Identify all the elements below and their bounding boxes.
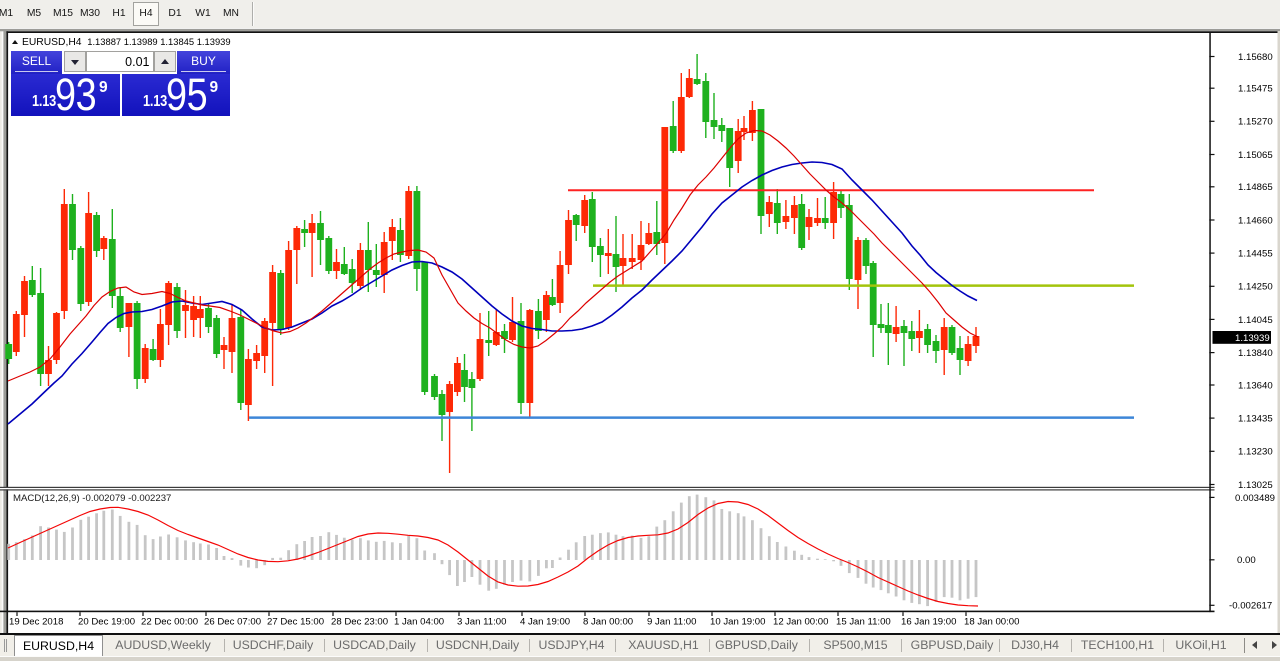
svg-text:1.15680: 1.15680: [1238, 52, 1273, 63]
svg-text:1.13640: 1.13640: [1238, 380, 1273, 391]
svg-text:0.00: 0.00: [1237, 555, 1256, 566]
svg-text:28 Dec 23:00: 28 Dec 23:00: [331, 617, 388, 628]
svg-text:0.003489: 0.003489: [1235, 493, 1275, 504]
svg-text:1.15270: 1.15270: [1238, 117, 1273, 128]
svg-text:18 Jan 00:00: 18 Jan 00:00: [964, 617, 1019, 628]
svg-text:1.14045: 1.14045: [1238, 315, 1273, 326]
svg-text:-0.002617: -0.002617: [1229, 601, 1272, 612]
svg-text:3 Jan 11:00: 3 Jan 11:00: [457, 617, 506, 628]
svg-text:1.13230: 1.13230: [1238, 447, 1273, 458]
svg-text:1.13025: 1.13025: [1238, 480, 1273, 491]
svg-text:1.13840: 1.13840: [1238, 348, 1273, 359]
svg-text:12 Jan 00:00: 12 Jan 00:00: [773, 617, 828, 628]
svg-text:1.15065: 1.15065: [1238, 150, 1273, 161]
svg-text:1.13939: 1.13939: [1235, 333, 1270, 344]
svg-text:27 Dec 15:00: 27 Dec 15:00: [267, 617, 324, 628]
svg-text:16 Jan 19:00: 16 Jan 19:00: [901, 617, 956, 628]
svg-text:20 Dec 19:00: 20 Dec 19:00: [78, 617, 135, 628]
svg-text:1.14865: 1.14865: [1238, 182, 1273, 193]
svg-text:1.14250: 1.14250: [1238, 282, 1273, 293]
svg-text:19 Dec 2018: 19 Dec 2018: [9, 617, 63, 628]
svg-text:MACD(12,26,9) -0.002079 -0.002: MACD(12,26,9) -0.002079 -0.002237: [13, 493, 171, 504]
svg-text:4 Jan 19:00: 4 Jan 19:00: [520, 617, 570, 628]
svg-text:10 Jan 19:00: 10 Jan 19:00: [710, 617, 765, 628]
svg-text:1.13435: 1.13435: [1238, 414, 1273, 425]
svg-text:1.14455: 1.14455: [1238, 249, 1273, 260]
svg-text:9 Jan 11:00: 9 Jan 11:00: [647, 617, 696, 628]
svg-text:1.15475: 1.15475: [1238, 84, 1273, 95]
svg-text:1.14660: 1.14660: [1238, 215, 1273, 226]
svg-text:8 Jan 00:00: 8 Jan 00:00: [583, 617, 633, 628]
svg-text:1 Jan 04:00: 1 Jan 04:00: [394, 617, 444, 628]
svg-text:15 Jan 11:00: 15 Jan 11:00: [836, 617, 891, 628]
svg-text:26 Dec 07:00: 26 Dec 07:00: [204, 617, 261, 628]
svg-text:22 Dec 00:00: 22 Dec 00:00: [141, 617, 198, 628]
